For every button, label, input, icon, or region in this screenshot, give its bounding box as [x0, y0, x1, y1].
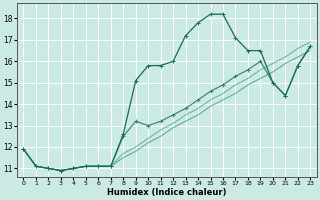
X-axis label: Humidex (Indice chaleur): Humidex (Indice chaleur)	[107, 188, 227, 197]
